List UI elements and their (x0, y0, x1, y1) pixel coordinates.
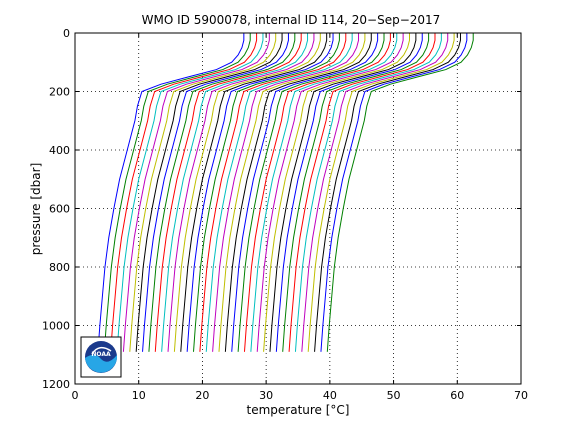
chart-title: WMO ID 5900078, internal ID 114, 20−Sep−… (142, 13, 441, 27)
y-tick-label: 400 (49, 144, 70, 157)
profile-line (193, 33, 340, 352)
profile-line (148, 33, 296, 352)
profile-series (97, 33, 474, 352)
profile-line (97, 33, 245, 352)
profile-line (161, 33, 309, 352)
x-tick-label: 50 (387, 389, 401, 402)
profile-line (129, 33, 277, 352)
y-tick-label: 1000 (42, 320, 70, 333)
y-axis-label: pressure [dbar] (29, 163, 43, 256)
profile-line (199, 33, 347, 352)
profile-line (301, 33, 449, 352)
profile-line (231, 33, 379, 352)
logo-text: NOAA (91, 351, 111, 358)
y-tick-label: 800 (49, 261, 70, 274)
profile-line (224, 33, 372, 352)
profile-line (326, 33, 474, 352)
profile-line (294, 33, 442, 352)
profile-line (116, 33, 264, 352)
profile-line (256, 33, 404, 352)
logo-wave (85, 354, 118, 373)
x-tick-label: 40 (323, 389, 337, 402)
profile-line (167, 33, 315, 352)
profile-line (180, 33, 328, 352)
profile-line (263, 33, 410, 352)
profile-line (250, 33, 398, 352)
y-tick-label: 600 (49, 203, 70, 216)
profile-line (103, 33, 251, 352)
y-tick-label: 0 (63, 27, 70, 40)
profile-line (110, 33, 258, 352)
profile-line (154, 33, 302, 352)
x-tick-label: 0 (72, 389, 79, 402)
y-tick-label: 1200 (42, 378, 70, 391)
profile-line (122, 33, 270, 352)
profile-line (142, 33, 289, 352)
profile-line (243, 33, 391, 352)
profile-line (173, 33, 321, 352)
ticks: 0 10 20 30 40 50 60 70 0 200 400 600 800 1000 1200 (42, 27, 528, 402)
profile-line (218, 33, 366, 352)
x-tick-label: 20 (195, 389, 209, 402)
x-tick-label: 10 (132, 389, 146, 402)
profile-line (186, 33, 334, 352)
logo-bird (91, 346, 112, 355)
x-tick-label: 60 (450, 389, 464, 402)
profile-line (135, 33, 283, 352)
x-axis-label: temperature [°C] (247, 403, 350, 417)
y-tick-label: 200 (49, 86, 70, 99)
profile-line (320, 33, 468, 352)
profile-line (205, 33, 353, 352)
profile-line (307, 33, 455, 352)
profile-line (269, 33, 417, 352)
profile-line (237, 33, 385, 352)
profile-line (314, 33, 461, 352)
profile-line (288, 33, 436, 352)
profile-line (282, 33, 430, 352)
grid (75, 33, 521, 384)
noaa-logo: NOAA (80, 336, 122, 378)
x-tick-label: 70 (514, 389, 528, 402)
profile-line (212, 33, 360, 352)
x-tick-label: 30 (259, 389, 273, 402)
profile-line (275, 33, 423, 352)
